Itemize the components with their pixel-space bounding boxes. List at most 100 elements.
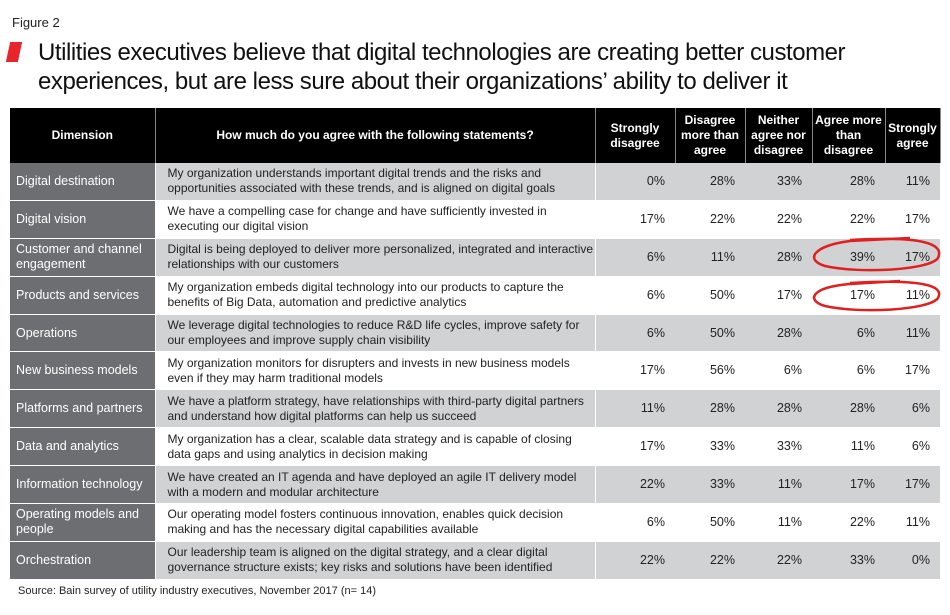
statement-cell: We have a compelling case for change and… [155, 200, 596, 239]
column-header: Disagree more than agree [675, 108, 746, 163]
dimension-cell: Digital destination [10, 163, 156, 201]
value-cell: 0% [885, 541, 940, 580]
column-header: Agree more than disagree [812, 108, 886, 163]
column-header: Strongly disagree [595, 108, 676, 163]
column-header: Dimension [10, 108, 156, 163]
dimension-cell: Operations [10, 314, 156, 353]
table-row: Digital destination My organization under… [10, 163, 940, 201]
table-row: Platforms and partners We have a platform… [10, 389, 940, 429]
value-cell: 6% [812, 351, 885, 391]
value-cell: 6% [745, 351, 812, 391]
table-row: Orchestration Our leadership team is alig… [10, 541, 940, 580]
figure-label: Figure 2 [12, 15, 60, 30]
value-cell: 17% [595, 200, 675, 239]
value-cell: 11% [812, 427, 885, 467]
value-cell: 11% [885, 503, 940, 542]
value-cell: 0% [595, 163, 675, 201]
table-row: Data and analytics My organization has a … [10, 427, 940, 467]
dimension-cell: Information technology [10, 465, 156, 505]
dimension-cell: Data and analytics [10, 427, 156, 467]
survey-table: Dimension How much do you agree with the … [10, 108, 941, 580]
value-cell: 33% [675, 465, 745, 505]
title-line-2: experiences, but are less sure about the… [38, 68, 788, 95]
value-cell: 50% [675, 503, 745, 542]
value-cell: 6% [595, 276, 675, 315]
dimension-cell: Customer and channel engagement [10, 238, 156, 277]
statement-cell: Our leadership team is aligned on the di… [155, 541, 596, 580]
value-cell: 22% [595, 465, 675, 505]
column-header: How much do you agree with the following… [155, 108, 596, 163]
table-row: Customer and channel engagement Digital i… [10, 238, 940, 277]
accent-bar [5, 42, 23, 62]
value-cell: 6% [595, 238, 675, 277]
dimension-cell: Products and services [10, 276, 156, 315]
value-cell: 17% [885, 465, 940, 505]
value-cell: 6% [595, 503, 675, 542]
value-cell: 22% [595, 541, 675, 580]
value-cell: 17% [812, 276, 885, 315]
value-cell: 6% [885, 389, 940, 429]
value-cell: 6% [885, 427, 940, 467]
statement-cell: Our operating model fosters continuous i… [155, 503, 596, 542]
statement-cell: My organization embeds digital technolog… [155, 276, 596, 315]
value-cell: 6% [812, 314, 885, 353]
value-cell: 17% [885, 238, 940, 277]
value-cell: 11% [595, 389, 675, 429]
value-cell: 22% [675, 541, 745, 580]
value-cell: 50% [675, 276, 745, 315]
value-cell: 6% [595, 314, 675, 353]
value-cell: 11% [885, 276, 940, 315]
table-row: Operations We leverage digital technologi… [10, 314, 940, 353]
value-cell: 17% [595, 427, 675, 467]
dimension-cell: Operating models and people [10, 503, 156, 542]
table-row: Digital vision We have a compelling case … [10, 200, 940, 239]
value-cell: 28% [812, 163, 885, 201]
value-cell: 11% [885, 314, 940, 353]
value-cell: 17% [595, 351, 675, 391]
value-cell: 11% [745, 503, 812, 542]
value-cell: 33% [675, 427, 745, 467]
value-cell: 28% [745, 314, 812, 353]
value-cell: 22% [812, 503, 885, 542]
column-header: Strongly agree [885, 108, 941, 163]
value-cell: 17% [885, 200, 940, 239]
value-cell: 28% [675, 389, 745, 429]
statement-cell: My organization has a clear, scalable da… [155, 427, 596, 467]
table-row: Operating models and people Our operating… [10, 503, 940, 542]
value-cell: 17% [885, 351, 940, 391]
value-cell: 22% [745, 200, 812, 239]
table-row: Products and services My organization emb… [10, 276, 940, 315]
value-cell: 33% [745, 427, 812, 467]
value-cell: 33% [812, 541, 885, 580]
value-cell: 22% [812, 200, 885, 239]
value-cell: 28% [812, 389, 885, 429]
value-cell: 11% [745, 465, 812, 505]
title-line-1: Utilities executives believe that digita… [38, 39, 846, 66]
value-cell: 50% [675, 314, 745, 353]
value-cell: 11% [885, 163, 940, 201]
dimension-cell: Digital vision [10, 200, 156, 239]
value-cell: 11% [675, 238, 745, 277]
value-cell: 28% [745, 238, 812, 277]
value-cell: 33% [745, 163, 812, 201]
source-note: Source: Bain survey of utility industry … [18, 585, 376, 597]
table-row: Information technology We have created an… [10, 465, 940, 505]
table-row: New business models My organization monit… [10, 351, 940, 391]
value-cell: 56% [675, 351, 745, 391]
column-header: Neither agree nor disagree [745, 108, 813, 163]
value-cell: 17% [812, 465, 885, 505]
value-cell: 28% [745, 389, 812, 429]
value-cell: 22% [675, 200, 745, 239]
value-cell: 17% [745, 276, 812, 315]
dimension-cell: Platforms and partners [10, 389, 156, 429]
statement-cell: We leverage digital technologies to redu… [155, 314, 596, 353]
value-cell: 39% [812, 238, 885, 277]
value-cell: 28% [675, 163, 745, 201]
statement-cell: My organization monitors for disrupters … [155, 351, 596, 391]
statement-cell: Digital is being deployed to deliver mor… [155, 238, 596, 277]
statement-cell: My organization understands important di… [155, 163, 596, 201]
dimension-cell: Orchestration [10, 541, 156, 580]
figure-title: Utilities executives believe that digita… [38, 38, 943, 96]
value-cell: 22% [745, 541, 812, 580]
statement-cell: We have a platform strategy, have relati… [155, 389, 596, 429]
